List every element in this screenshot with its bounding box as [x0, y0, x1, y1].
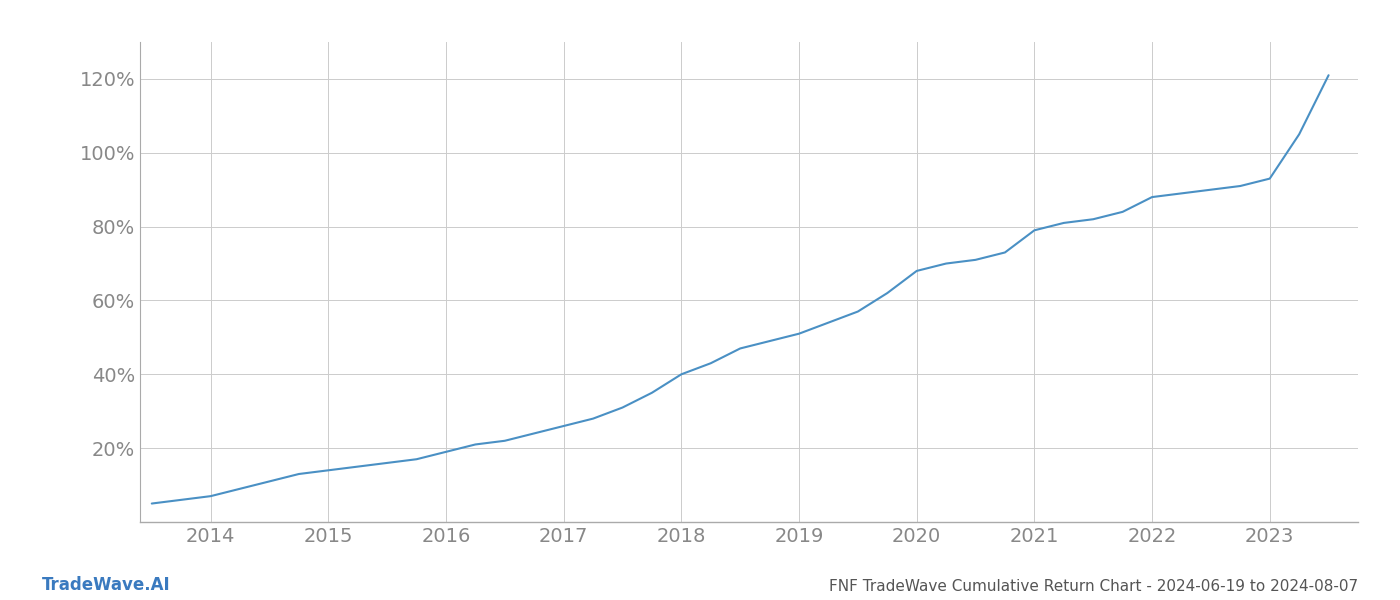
Text: TradeWave.AI: TradeWave.AI	[42, 576, 171, 594]
Text: FNF TradeWave Cumulative Return Chart - 2024-06-19 to 2024-08-07: FNF TradeWave Cumulative Return Chart - …	[829, 579, 1358, 594]
